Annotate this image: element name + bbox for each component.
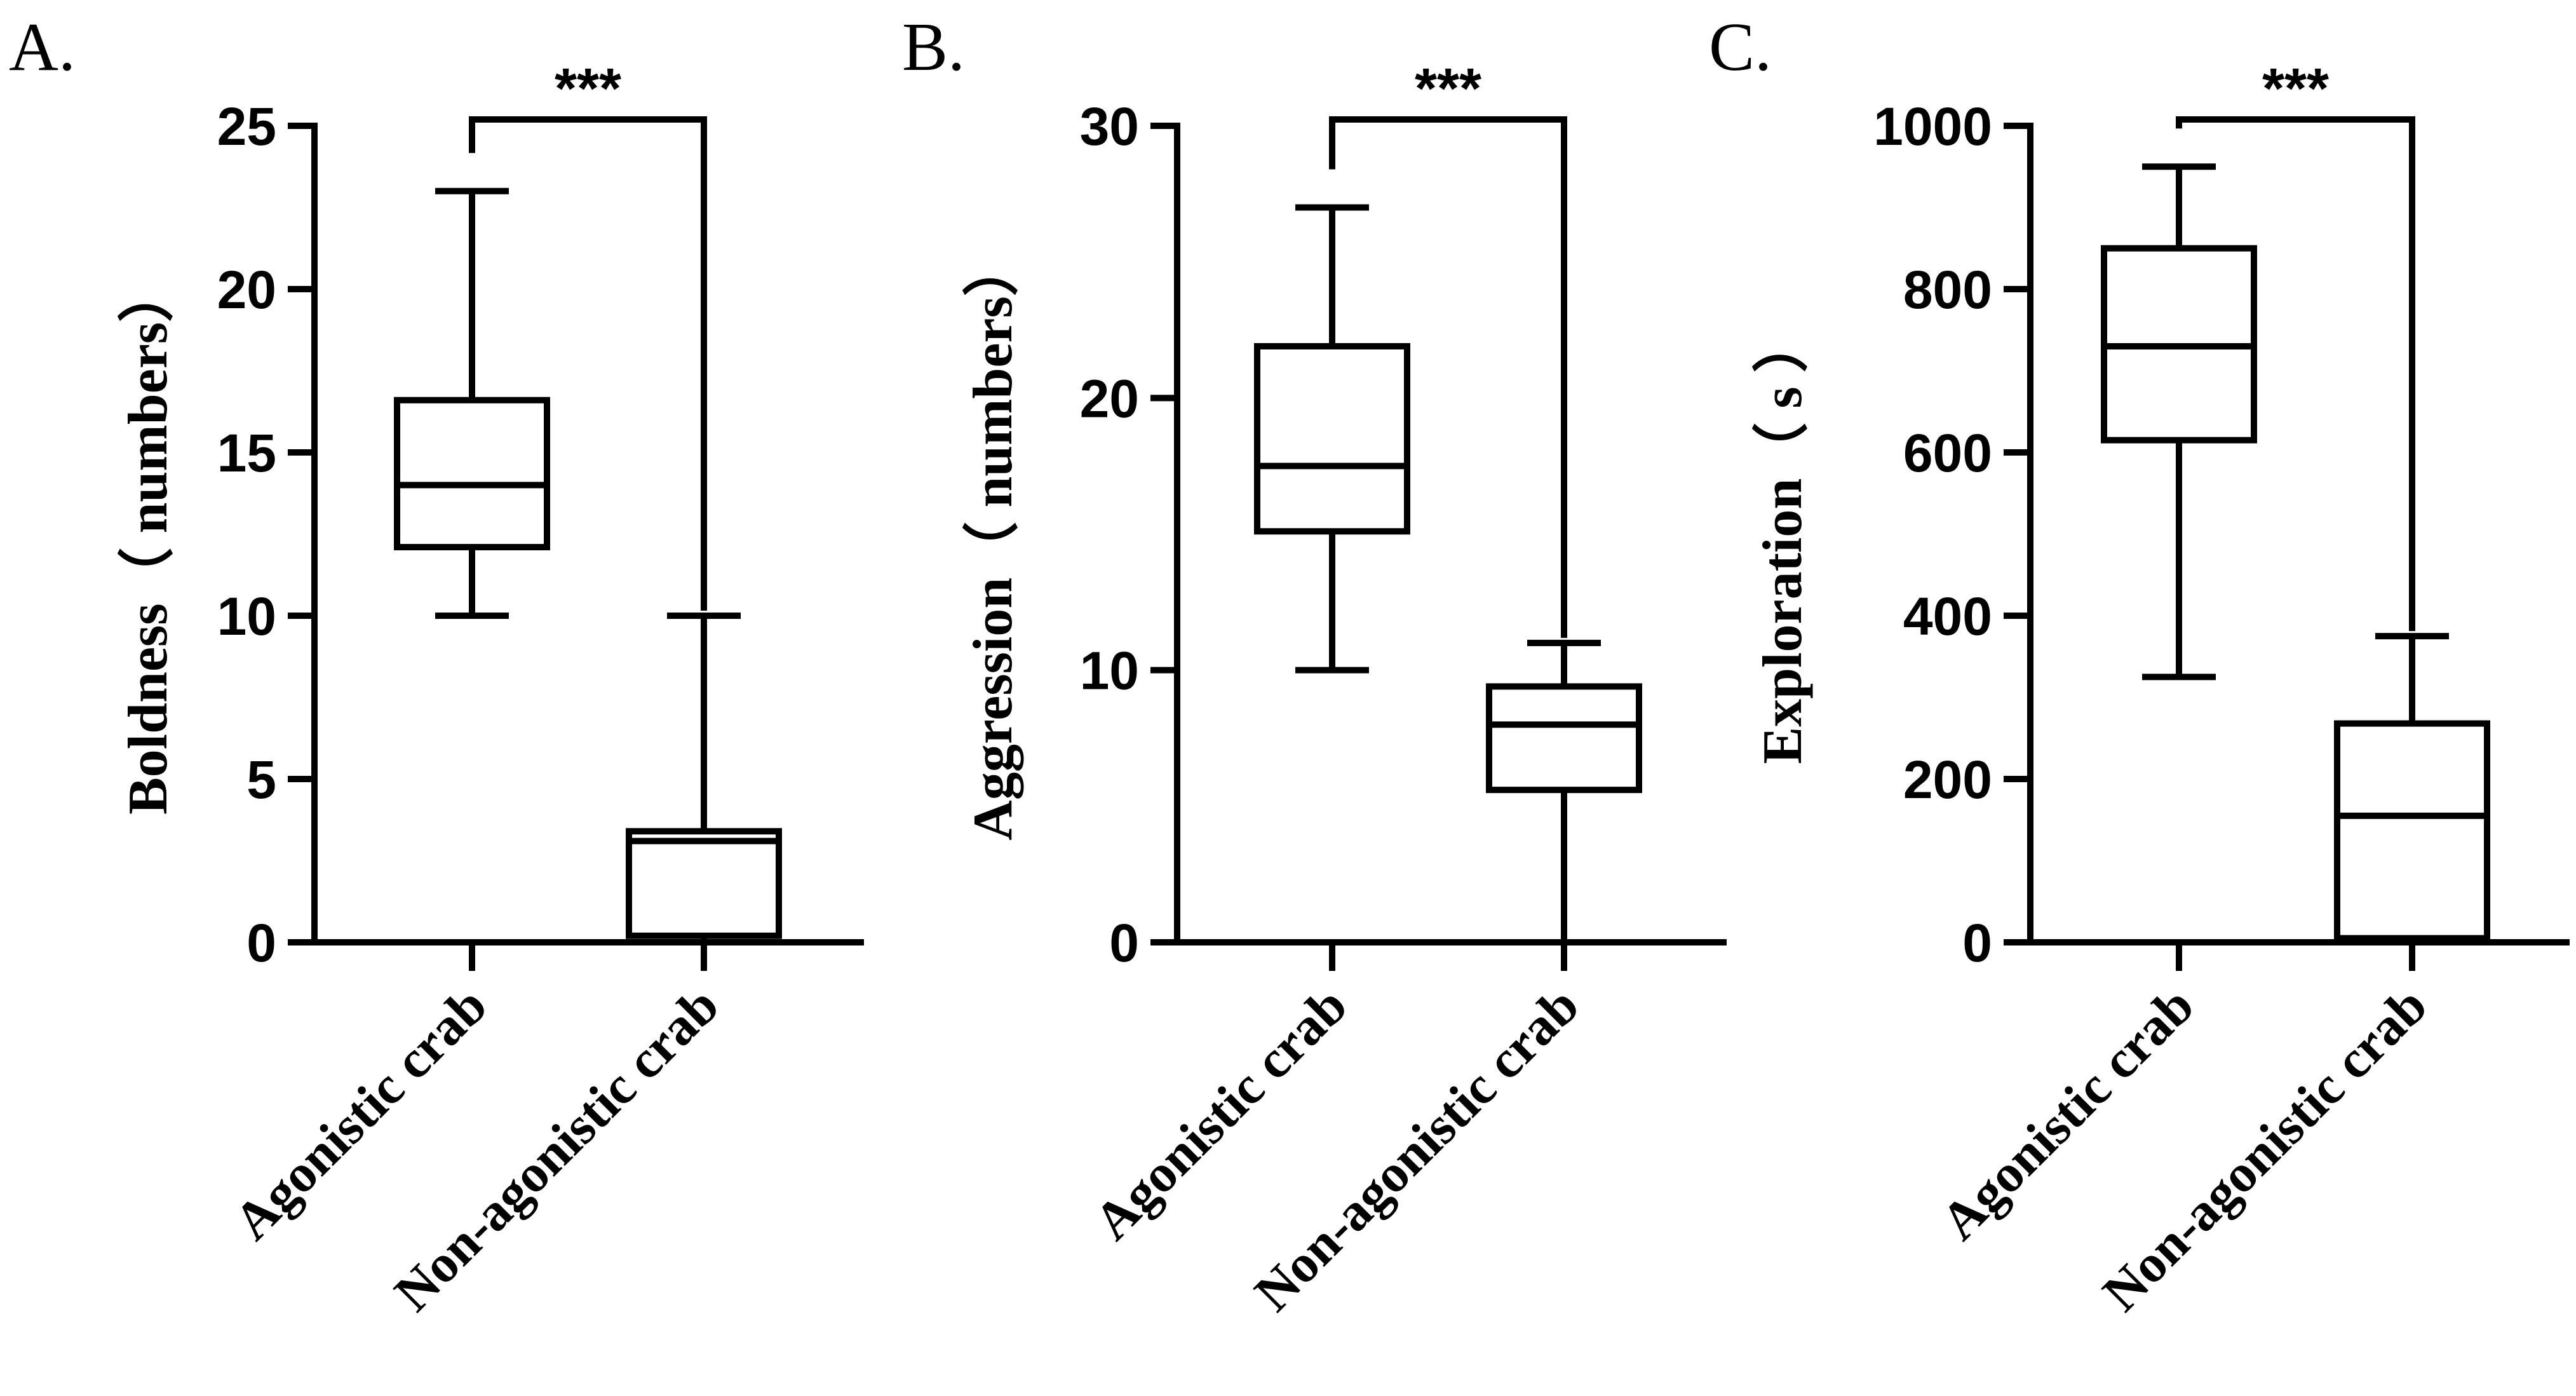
box-plot-agonistic — [1254, 204, 1410, 674]
panel-letter: B. — [902, 10, 965, 85]
y-tick-label: 0 — [1109, 913, 1139, 973]
y-axis-label: Aggression（ numbers） — [962, 240, 1024, 840]
y-tick-label: 800 — [1903, 260, 1992, 320]
box-plot-agonistic — [394, 187, 550, 619]
box-iqr — [2334, 720, 2490, 942]
significance-bracket — [1329, 116, 1567, 638]
box-iqr — [626, 828, 782, 939]
y-tick-label: 20 — [217, 260, 276, 320]
box-plot-non-agonistic — [1486, 639, 1642, 942]
y-tick-label: 10 — [1080, 641, 1139, 701]
significance-label: *** — [555, 57, 621, 121]
y-tick-label: 1000 — [1873, 97, 1992, 156]
y-tick-label: 30 — [1080, 97, 1139, 156]
y-axis-label: Boldness（ numbers） — [118, 266, 179, 815]
box-plot-agonistic — [2101, 163, 2257, 681]
y-tick-label: 400 — [1903, 586, 1992, 646]
panel-letter: C. — [1709, 10, 1772, 85]
y-tick-label: 600 — [1903, 423, 1992, 483]
box-iqr — [394, 396, 550, 551]
y-tick-label: 20 — [1080, 369, 1139, 428]
significance-bracket — [2176, 116, 2415, 632]
y-tick-label: 15 — [217, 423, 276, 483]
y-tick-label: 0 — [1962, 913, 1992, 973]
box-plot-non-agonistic — [626, 613, 782, 942]
box-iqr — [1254, 342, 1410, 535]
y-tick-label: 5 — [246, 750, 276, 810]
significance-bracket — [469, 116, 707, 611]
y-tick-label: 0 — [246, 913, 276, 973]
box-plot-non-agonistic — [2334, 633, 2490, 942]
panel-letter: A. — [9, 10, 76, 85]
y-tick-label: 200 — [1903, 750, 1992, 810]
box-iqr — [1486, 683, 1642, 794]
y-tick-label: 10 — [217, 586, 276, 646]
significance-label: *** — [1415, 57, 1481, 121]
y-axis-label: Exploration（ s ） — [1752, 316, 1814, 764]
significance-label: *** — [2262, 57, 2329, 121]
y-tick-label: 25 — [217, 97, 276, 156]
